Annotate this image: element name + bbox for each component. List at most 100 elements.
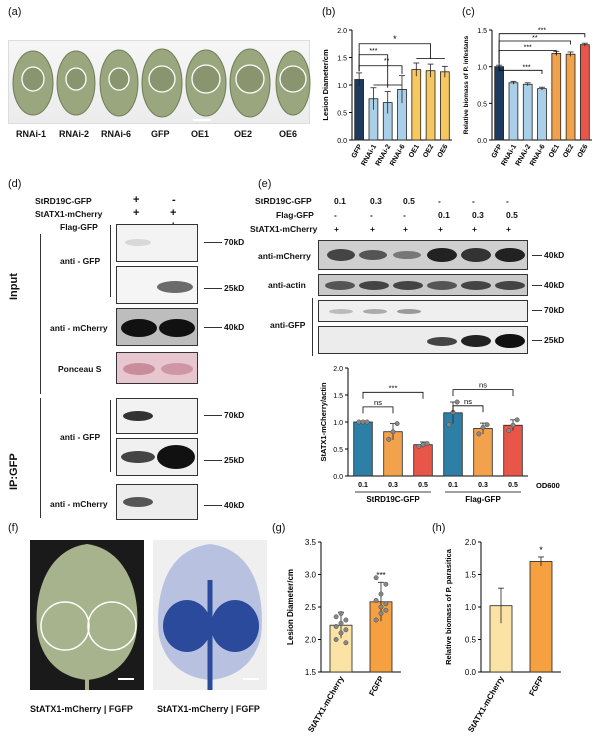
panel-label-e: (e) xyxy=(258,178,272,190)
panel-label-g: (g) xyxy=(272,522,286,534)
data-point xyxy=(333,624,339,629)
bar-OE6 xyxy=(580,44,590,141)
sig-bracket xyxy=(358,54,389,88)
e-mark-1-4: - xyxy=(438,196,441,206)
data-point xyxy=(506,428,512,434)
d-anti-gfp-input: anti - GFP xyxy=(60,256,101,266)
e-blot-actin xyxy=(318,274,528,296)
y-tick-label: 0.5 xyxy=(465,636,477,645)
d-size-25-2: 25kD xyxy=(204,455,244,465)
e-mark-3-5: + xyxy=(472,224,477,234)
d-mark-1-2: - xyxy=(172,194,176,206)
e-size-40a: 40kD xyxy=(532,250,564,260)
bar-OE2 xyxy=(565,53,576,141)
x-tick-label: OE1 xyxy=(408,143,421,159)
d-gfp-bracket-2 xyxy=(110,400,111,472)
data-point xyxy=(420,442,426,448)
data-point xyxy=(338,620,344,626)
data-point xyxy=(343,627,349,633)
d-gfp-bracket-1 xyxy=(110,225,111,297)
data-point xyxy=(484,422,490,428)
d-anti-mcherry-ip: anti - mCherry xyxy=(50,499,108,509)
d-blot-ponceau xyxy=(116,352,198,384)
e-blot-gfp70 xyxy=(318,300,528,322)
bar-0.5 xyxy=(503,424,523,477)
d-blot-gfp70-ip xyxy=(116,398,198,434)
bar-GFP xyxy=(354,79,364,141)
y-tick-label: 3.5 xyxy=(305,538,317,547)
input-bracket xyxy=(40,234,41,394)
leaf-label-5: OE1 xyxy=(191,129,210,139)
x-tick-label: OE6 xyxy=(577,143,590,159)
x-tick-label: 0.5 xyxy=(418,482,428,489)
data-point xyxy=(446,422,452,428)
x-tick-label: FGFP xyxy=(367,674,386,698)
y-tick-label: 1.5 xyxy=(337,56,347,63)
bar-OE6 xyxy=(440,71,450,141)
d-row-3-label: Flag-GFP xyxy=(60,222,98,232)
y-tick-label: 0.0 xyxy=(333,474,343,481)
y-tick-label: 2.0 xyxy=(465,538,477,547)
y-tick-label: 2.0 xyxy=(333,366,343,373)
sig-label: ns xyxy=(479,381,487,390)
leaves-drawing xyxy=(12,48,311,121)
d-anti-mcherry-input: anti - mCherry xyxy=(50,323,108,333)
data-point xyxy=(383,581,389,587)
d-size-40-1: 40kD xyxy=(204,322,244,332)
e-mark-1-1: 0.1 xyxy=(334,196,346,206)
x-tick-label: OE2 xyxy=(422,143,435,159)
x-tick-label: 0.1 xyxy=(358,482,368,489)
sig-bracket xyxy=(452,389,514,397)
data-point xyxy=(390,429,396,435)
e-mark-2-6: 0.5 xyxy=(506,210,518,220)
data-point xyxy=(416,443,422,449)
sig-label: ns xyxy=(374,398,382,407)
d-mark-2-2: + xyxy=(170,207,177,219)
data-point xyxy=(476,431,482,437)
e-anti-mcherry: anti-mCherry xyxy=(258,251,311,261)
e-mark-3-3: + xyxy=(403,224,408,234)
sig-label: * xyxy=(393,34,397,44)
bar-OE1 xyxy=(411,69,422,141)
panel-label-d: (d) xyxy=(8,178,22,190)
y-tick-label: 2.0 xyxy=(305,636,317,645)
e-mark-3-1: + xyxy=(334,224,339,234)
d-row-1-label: StRD19C-GFP xyxy=(35,196,92,206)
e-mark-1-2: 0.3 xyxy=(370,196,382,206)
group-label: StRD19C-GFP xyxy=(366,495,420,504)
e-mark-2-2: - xyxy=(370,210,373,220)
sig-bracket xyxy=(358,65,403,74)
data-point xyxy=(378,604,384,610)
leaf-label-1: RNAi-1 xyxy=(16,129,47,139)
f-caption-2: StATX1-mCherry | FGFP xyxy=(157,704,260,714)
data-point xyxy=(386,436,392,442)
bar-FGFP xyxy=(529,561,553,673)
y-tick-label: 3.0 xyxy=(305,571,317,580)
data-point xyxy=(356,419,362,425)
data-point xyxy=(383,601,389,607)
e-mark-1-3: 0.5 xyxy=(403,196,415,206)
x-axis-title: OD600 xyxy=(536,481,560,490)
leaf-label-3: RNAi-6 xyxy=(101,129,132,139)
d-size-70-2: 70kD xyxy=(204,410,244,420)
sig-label: *** xyxy=(538,28,546,35)
ip-label: IP:GFP xyxy=(8,453,20,490)
data-point xyxy=(383,607,389,613)
data-point xyxy=(394,421,400,427)
y-tick-label: 1.5 xyxy=(333,393,343,400)
y-axis-title: StATX1-mCherry/actin xyxy=(319,382,328,461)
bar-0.5 xyxy=(413,444,433,477)
y-axis-title: Lesion Diameter/cm xyxy=(321,49,330,121)
data-point xyxy=(343,617,349,623)
x-tick-label: OE2 xyxy=(562,143,575,159)
y-tick-label: 1.5 xyxy=(305,668,317,677)
sig-label: *** xyxy=(522,64,530,71)
d-row-2-label: StATX1-mCherry xyxy=(35,209,103,219)
sig-bracket xyxy=(498,50,557,63)
leaf-label-6: OE2 xyxy=(234,129,253,139)
leaf-photo-f2 xyxy=(153,540,267,690)
e-size-70: 70kD xyxy=(532,305,564,315)
leaf-photo-f1 xyxy=(30,540,144,690)
bar-0.1 xyxy=(353,421,373,477)
y-tick-label: 0.0 xyxy=(337,138,347,145)
